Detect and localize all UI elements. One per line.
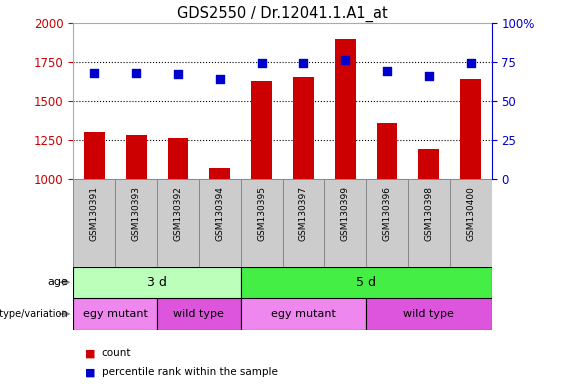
Title: GDS2550 / Dr.12041.1.A1_at: GDS2550 / Dr.12041.1.A1_at	[177, 5, 388, 22]
Bar	[460, 79, 481, 179]
Bar	[282, 179, 324, 267]
Point	[132, 70, 141, 76]
Text: egy mutant: egy mutant	[83, 309, 147, 319]
Bar	[293, 78, 314, 179]
Bar	[73, 267, 241, 298]
Point	[466, 60, 475, 66]
Bar	[251, 81, 272, 179]
Bar	[199, 179, 241, 267]
Point	[173, 71, 182, 78]
Bar	[73, 298, 157, 330]
Bar	[157, 179, 199, 267]
Point	[215, 76, 224, 82]
Text: genotype/variation: genotype/variation	[0, 309, 68, 319]
Text: GSM130398: GSM130398	[424, 185, 433, 241]
Text: egy mutant: egy mutant	[271, 309, 336, 319]
Point	[424, 73, 433, 79]
Text: GSM130395: GSM130395	[257, 185, 266, 241]
Text: count: count	[102, 348, 131, 358]
Text: GSM130393: GSM130393	[132, 185, 141, 241]
Text: GSM130397: GSM130397	[299, 185, 308, 241]
Text: age: age	[47, 277, 68, 287]
Text: 5 d: 5 d	[356, 276, 376, 289]
Point	[257, 60, 266, 66]
Text: GSM130396: GSM130396	[383, 185, 392, 241]
Bar	[241, 267, 492, 298]
Bar	[241, 179, 282, 267]
Point	[90, 70, 99, 76]
Text: GSM130400: GSM130400	[466, 185, 475, 240]
Point	[341, 57, 350, 63]
Bar	[366, 179, 408, 267]
Text: percentile rank within the sample: percentile rank within the sample	[102, 367, 277, 377]
Text: wild type: wild type	[173, 309, 224, 319]
Bar	[450, 179, 492, 267]
Text: GSM130392: GSM130392	[173, 185, 182, 240]
Bar	[241, 298, 366, 330]
Text: GSM130394: GSM130394	[215, 185, 224, 240]
Text: GSM130391: GSM130391	[90, 185, 99, 241]
Bar	[324, 179, 366, 267]
Bar	[377, 122, 398, 179]
Text: ■: ■	[85, 348, 95, 358]
Bar	[418, 149, 440, 179]
Bar	[84, 132, 105, 179]
Bar	[209, 168, 231, 179]
Point	[383, 68, 392, 74]
Bar	[157, 298, 241, 330]
Point	[299, 60, 308, 66]
Text: wild type: wild type	[403, 309, 454, 319]
Bar	[125, 135, 147, 179]
Bar	[167, 138, 189, 179]
Bar	[366, 298, 492, 330]
Text: GSM130399: GSM130399	[341, 185, 350, 241]
Bar	[115, 179, 157, 267]
Bar	[334, 39, 356, 179]
Bar	[73, 179, 115, 267]
Text: 3 d: 3 d	[147, 276, 167, 289]
Bar	[408, 179, 450, 267]
Text: ■: ■	[85, 367, 95, 377]
